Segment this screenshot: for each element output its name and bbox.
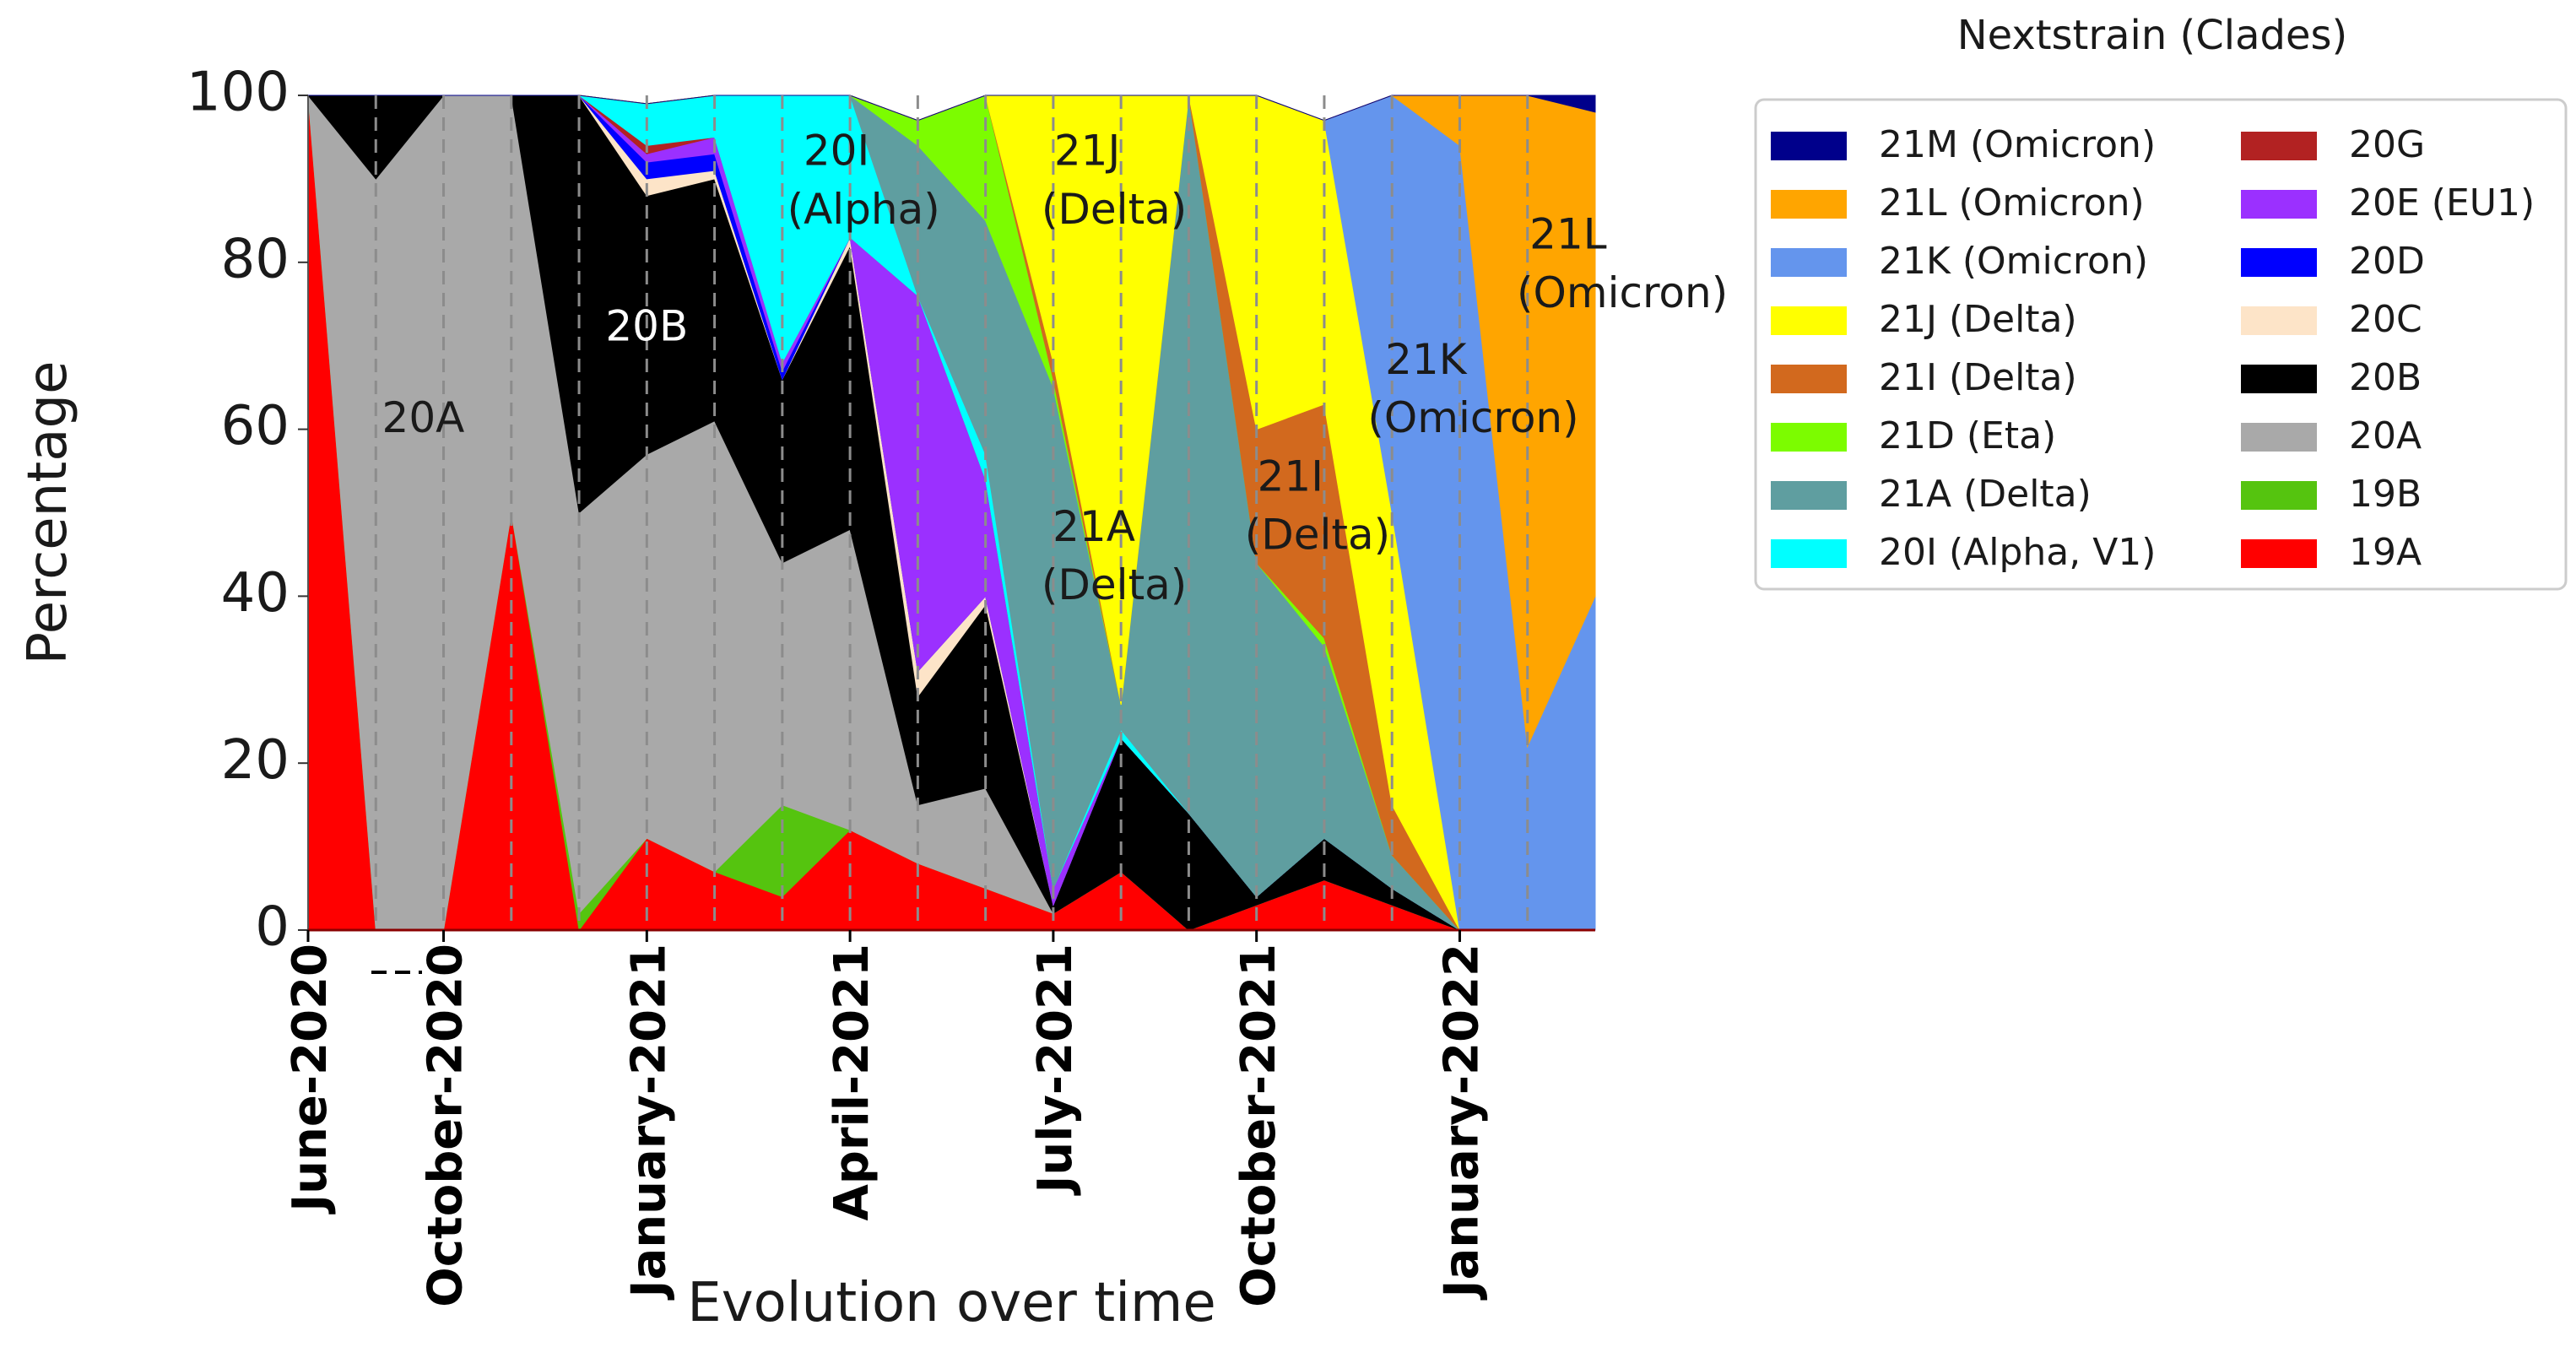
annotation-label: 21L (1529, 210, 1607, 259)
legend-label: 21M (Omicron) (1879, 123, 2156, 166)
legend-label: 21D (Eta) (1879, 414, 2056, 457)
legend-swatch-20i-alpha-v1 (1771, 539, 1847, 568)
legend-swatch-20c (2241, 306, 2317, 335)
legend-swatch-19b (2241, 481, 2317, 510)
x-tick-label: January-2021 (621, 944, 676, 1301)
annotation-label: 21K (1385, 335, 1468, 384)
legend-swatch-21a-delta (1771, 481, 1847, 510)
legend-label: 20C (2349, 298, 2422, 341)
legend-swatch-21j-delta (1771, 306, 1847, 335)
annotation-label: (Omicron) (1517, 268, 1728, 317)
annotation-label: 20I (804, 127, 869, 176)
x-tick-label: July-2021 (1028, 944, 1083, 1197)
annotation-label: (Alpha) (787, 185, 940, 234)
gridlines (374, 95, 1529, 930)
area-21m-omicron (308, 95, 1596, 122)
legend-swatch-21i-delta (1771, 365, 1847, 393)
y-tick-label: 60 (221, 395, 290, 457)
y-axis-label: Percentage (17, 360, 79, 664)
y-tick-label: 20 (221, 729, 290, 792)
legend-label: 21K (Omicron) (1879, 240, 2148, 283)
legend-label: 20G (2349, 123, 2425, 166)
legend-label: 20I (Alpha, V1) (1879, 531, 2156, 574)
legend-label: 20B (2349, 356, 2422, 399)
y-tick-label: 40 (221, 562, 290, 625)
y-tick-label: 0 (255, 896, 290, 959)
legend-swatch-20b (2241, 365, 2317, 393)
legend-swatch-21d-eta (1771, 423, 1847, 452)
plot-area (306, 94, 1596, 932)
legend-title: Nextstrain (Clades) (1957, 12, 2348, 59)
axes: 0 20 40 60 80 100 June-2020 October-2020 January… (187, 62, 1595, 1307)
legend-swatch-20e-eu1 (2241, 190, 2317, 219)
legend-label: 21I (Delta) (1879, 356, 2077, 399)
legend-swatch-21k-omicron (1771, 248, 1847, 277)
x-tick-label: October-2021 (1231, 944, 1286, 1307)
annotation-label: 21I (1258, 452, 1323, 500)
legend-swatch-21m-omicron (1771, 132, 1847, 160)
x-tick-label: January-2022 (1435, 944, 1490, 1301)
legend-label: 19B (2349, 473, 2422, 516)
legend-swatch-21l-omicron (1771, 190, 1847, 219)
x-tick-label: June-2020 (283, 944, 338, 1215)
legend-label: 21A (Delta) (1879, 473, 2092, 516)
annotation-label: (Delta) (1042, 560, 1187, 609)
annotation-label: (Delta) (1245, 511, 1390, 560)
legend-box (1754, 98, 2568, 591)
legend-swatch-20a (2241, 423, 2317, 452)
legend-label: 20E (EU1) (2349, 181, 2535, 224)
annotation-label: 21A (1053, 502, 1135, 551)
y-tick-label: 80 (221, 228, 290, 290)
x-axis-label: Evolution over time (687, 1272, 1215, 1334)
y-tick-label: 100 (187, 62, 290, 124)
annotation-label: 20A (382, 393, 465, 442)
legend-label: 20D (2349, 240, 2425, 283)
annotation-label: (Omicron) (1367, 393, 1578, 442)
legend-label: 21L (Omicron) (1879, 181, 2145, 224)
x-tick-label: April-2021 (825, 944, 879, 1221)
legend-swatch-19a (2241, 539, 2317, 568)
legend-swatch-20d (2241, 248, 2317, 277)
annotation-label: (Delta) (1042, 185, 1187, 234)
annotation-label: 21J (1054, 127, 1120, 176)
legend-label: 19A (2349, 531, 2422, 574)
legend-label: 21J (Delta) (1879, 298, 2077, 341)
annotation-label: 20B (605, 301, 688, 350)
x-tick-label: October-2020 (419, 944, 474, 1307)
legend: Nextstrain (Clades) 21M (Omicron) 21L (Omi… (1754, 12, 2568, 591)
annotations: 20A 20B 20I (Alpha) 21J (Delta) 21A (Delta) 21I (… (382, 127, 1729, 609)
legend-swatch-20g (2241, 132, 2317, 160)
legend-label: 20A (2349, 414, 2422, 457)
